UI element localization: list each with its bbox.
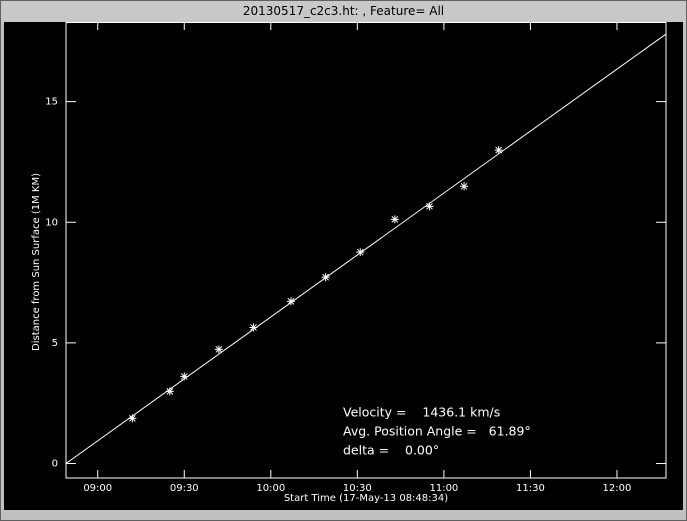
- annotation: delta = 0.00°: [343, 443, 439, 458]
- y-tick-label: 0: [52, 459, 58, 470]
- y-tick-label: 5: [52, 338, 58, 349]
- annotation: Velocity = 1436.1 km/s: [343, 405, 500, 420]
- data-point: [425, 202, 434, 211]
- data-point: [165, 387, 174, 396]
- x-tick-label: 10:30: [343, 483, 372, 494]
- x-axis-label: Start Time (17-May-13 08:48:34): [284, 493, 448, 504]
- data-point: [356, 248, 365, 257]
- data-point: [494, 146, 503, 155]
- y-tick-label: 10: [45, 217, 58, 228]
- window-title: 20130517_c2c3.ht: , Feature= All: [1, 1, 686, 22]
- data-point: [180, 372, 189, 381]
- x-tick-label: 10:00: [256, 483, 285, 494]
- data-point: [128, 414, 137, 423]
- data-point: [321, 273, 330, 282]
- data-point: [460, 182, 469, 191]
- data-point: [390, 215, 399, 224]
- data-point: [287, 297, 295, 306]
- plot-window: Start Time (17-May-13 08:48:34) Distance…: [4, 22, 683, 510]
- x-tick-label: 11:00: [429, 483, 458, 494]
- y-axis-label: Distance from Sun Surface (1M KM): [31, 173, 42, 351]
- x-tick-label: 12:00: [603, 483, 632, 494]
- x-tick-label: 09:00: [83, 483, 112, 494]
- x-tick-label: 11:30: [516, 483, 545, 494]
- y-tick-label: 15: [45, 97, 58, 108]
- plot-frame: [65, 22, 667, 479]
- data-point: [249, 323, 258, 332]
- annotation: Avg. Position Angle = 61.89°: [343, 424, 531, 439]
- x-tick-label: 09:30: [170, 483, 199, 494]
- fit-line: [65, 33, 667, 464]
- data-point: [214, 345, 223, 354]
